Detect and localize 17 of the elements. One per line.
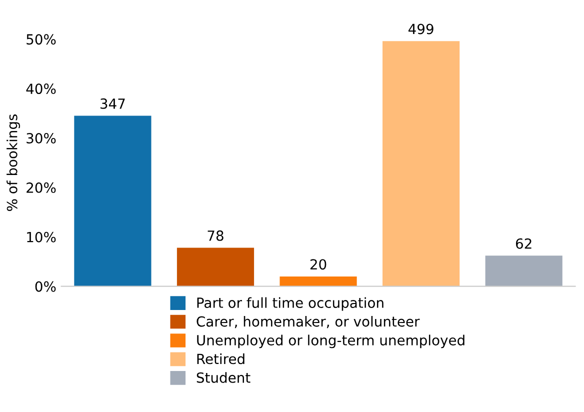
y-tick-label: 40% bbox=[26, 84, 56, 94]
legend-label: Carer, homemaker, or volunteer bbox=[196, 316, 420, 328]
y-axis-title: % of bookings bbox=[6, 114, 20, 211]
legend-label: Part or full time occupation bbox=[197, 297, 384, 311]
legend-label: Unemployed or long-term unemployed bbox=[197, 334, 464, 348]
y-tick-label: 50% bbox=[26, 34, 56, 45]
y-tick-label: 30% bbox=[26, 132, 56, 144]
annotation: 347 bbox=[100, 98, 125, 109]
y-tick-label: 0% bbox=[35, 281, 56, 292]
legend-label: Student bbox=[196, 372, 250, 383]
annotation: 20 bbox=[310, 259, 326, 270]
y-tick-label: 20% bbox=[26, 182, 56, 193]
annotation: 78 bbox=[208, 230, 224, 241]
annotation: 62 bbox=[516, 238, 532, 249]
annotation: 499 bbox=[408, 24, 434, 34]
legend-label: Retired bbox=[197, 353, 244, 364]
y-tick-label: 10% bbox=[27, 232, 56, 242]
